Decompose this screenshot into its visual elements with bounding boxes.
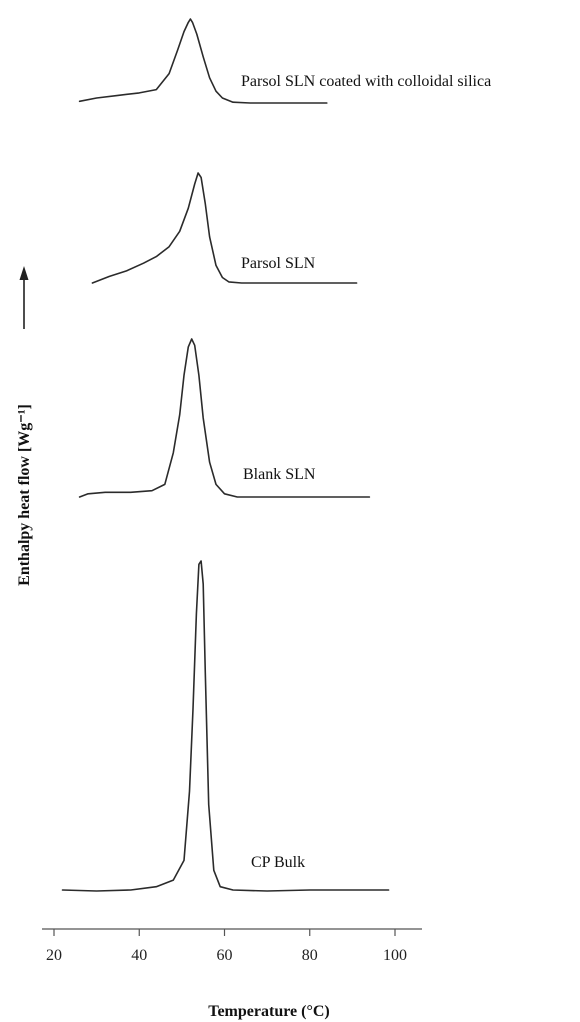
- x-tick-label-1: 40: [131, 947, 147, 964]
- series-label-0: Parsol SLN coated with colloidal silica: [241, 73, 491, 90]
- series-line-0: [78, 18, 328, 104]
- series-label-1: Parsol SLN: [241, 255, 316, 272]
- series-label-2: Blank SLN: [243, 466, 316, 483]
- series-labels-group: Parsol SLN coated with colloidal silica P…: [241, 73, 491, 871]
- x-tick-label-2: 60: [217, 947, 233, 964]
- y-arrow-head-icon: [19, 266, 29, 280]
- x-axis-title: Temperature (°C): [208, 1003, 329, 1020]
- x-tick-label-0: 20: [46, 947, 62, 964]
- series-label-3: CP Bulk: [251, 854, 305, 871]
- x-tick-label-3: 80: [302, 947, 318, 964]
- y-axis-title: Enthalpy heat flow [Wg⁻¹]: [16, 404, 33, 586]
- x-ticks-group: 20 40 60 80 100: [46, 929, 407, 964]
- series-line-3: [61, 560, 390, 892]
- series-line-2: [78, 338, 371, 498]
- y-axis-arrow: [19, 266, 29, 329]
- x-axis: 20 40 60 80 100: [42, 928, 422, 964]
- series-line-1: [91, 172, 358, 284]
- curves-group: [61, 18, 390, 892]
- x-tick-label-4: 100: [383, 947, 407, 964]
